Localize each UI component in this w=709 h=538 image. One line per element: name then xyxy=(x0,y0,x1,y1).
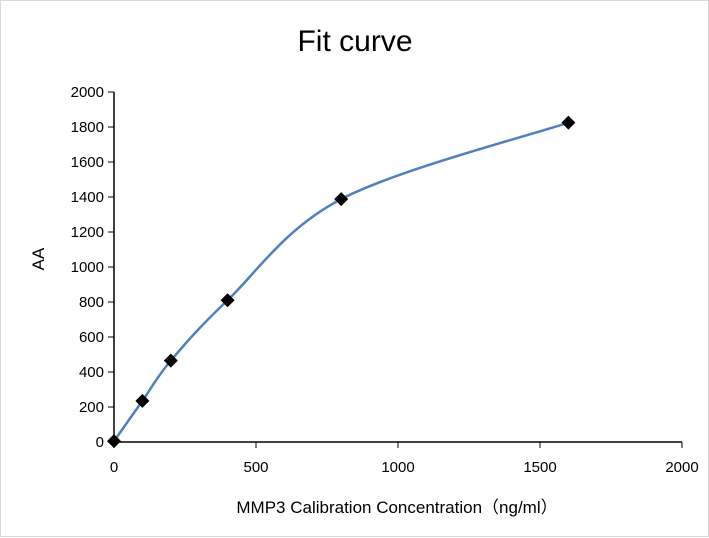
y-tick-label: 1400 xyxy=(71,189,104,206)
fit-curve-line xyxy=(112,121,569,442)
data-point-diamond xyxy=(334,192,349,207)
y-tick-label: 1600 xyxy=(71,154,104,171)
data-point-diamond xyxy=(561,115,576,130)
y-tick-label: 1000 xyxy=(71,259,104,276)
data-point-diamond xyxy=(107,434,121,449)
y-axis-label: AA xyxy=(29,247,48,270)
chart-title: Fit curve xyxy=(297,25,412,58)
y-tick-label: 1800 xyxy=(71,119,104,136)
y-tick-label: 0 xyxy=(96,434,104,451)
y-tick-label: 2000 xyxy=(71,84,104,101)
x-axis-label: MMP3 Calibration Concentration（ng/ml） xyxy=(236,498,557,517)
x-tick-label: 1500 xyxy=(523,459,556,476)
x-tick-label: 2000 xyxy=(665,459,698,476)
y-tick-label: 400 xyxy=(79,364,104,381)
data-point-diamond xyxy=(135,393,150,408)
y-tick-label: 200 xyxy=(79,399,104,416)
data-point-diamond xyxy=(163,353,178,368)
data-point-diamond xyxy=(220,293,235,308)
x-tick-label: 1000 xyxy=(381,459,414,476)
x-tick-label: 500 xyxy=(243,459,268,476)
y-tick-label: 800 xyxy=(79,294,104,311)
y-tick-label: 600 xyxy=(79,329,104,346)
y-tick-label: 1200 xyxy=(71,224,104,241)
x-tick-label: 0 xyxy=(110,459,118,476)
